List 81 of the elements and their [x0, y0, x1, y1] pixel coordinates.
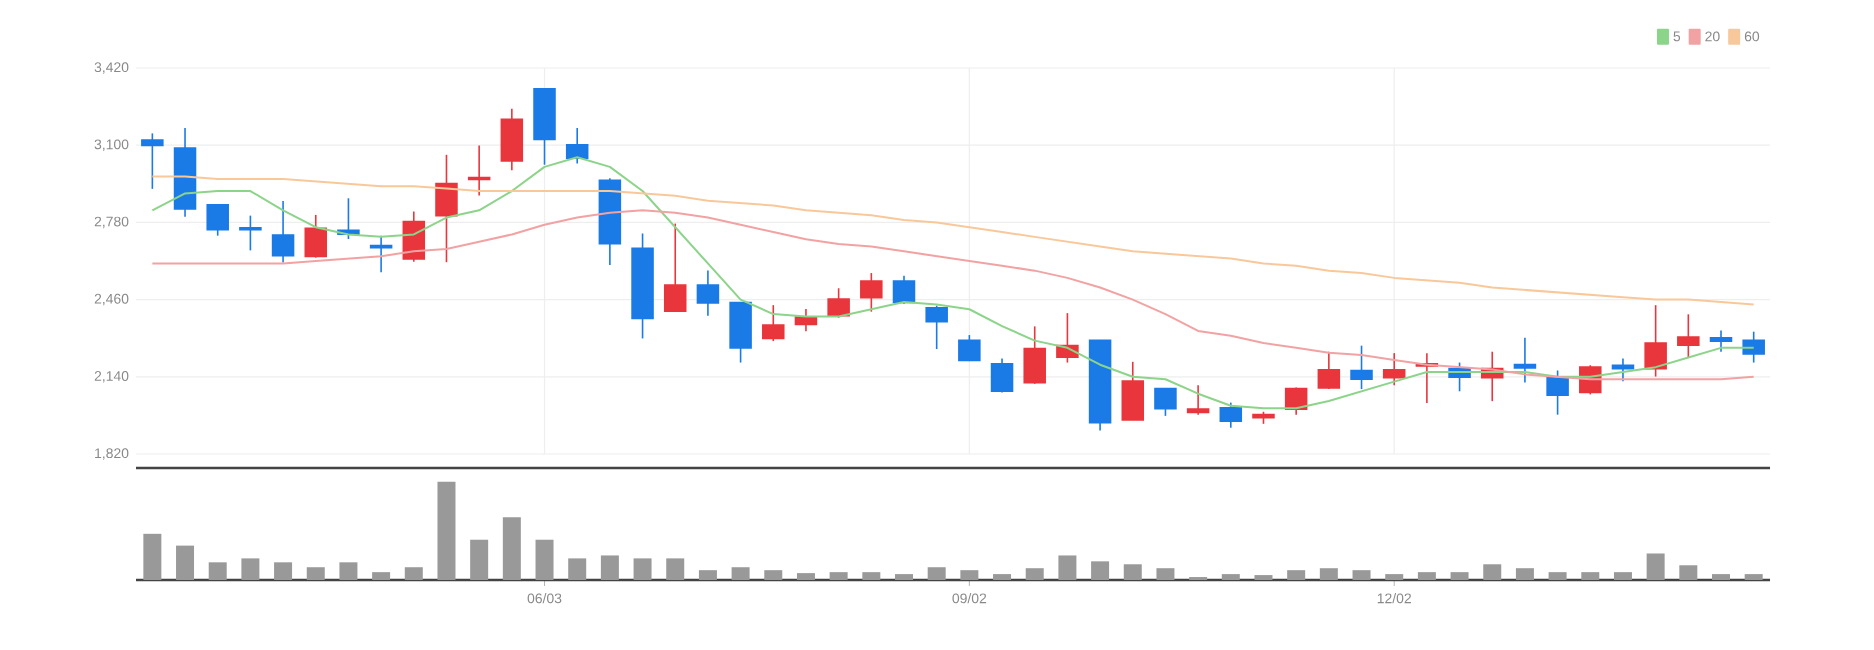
candlestick: [925, 304, 948, 350]
candlestick: [206, 203, 229, 237]
candlestick: [958, 334, 981, 362]
candlestick: [239, 214, 262, 252]
candlestick: [729, 301, 752, 364]
bar: [1613, 572, 1632, 580]
candlestick: [1644, 304, 1667, 378]
candlestick: [141, 132, 164, 190]
bar: [666, 558, 685, 580]
candlestick: [1023, 325, 1046, 385]
bar: [535, 539, 554, 580]
candlestick: [1513, 336, 1537, 384]
bar: [339, 562, 358, 580]
candlestick: [1742, 330, 1765, 364]
candlestick: [1186, 384, 1210, 416]
candlestick: [1382, 352, 1406, 387]
bar: [1712, 574, 1731, 580]
bar: [829, 572, 848, 580]
candlestick: [1154, 387, 1177, 417]
candlestick: [663, 222, 687, 312]
bar: [764, 570, 783, 580]
bar: [1515, 568, 1534, 580]
bar: [927, 567, 946, 580]
candlestick: [304, 214, 328, 259]
bar: [1156, 568, 1175, 580]
candlestick: [435, 154, 458, 263]
bar: [306, 567, 325, 580]
candlestick: [696, 269, 720, 317]
candlestick: [1677, 313, 1700, 359]
bar: [1091, 561, 1110, 580]
candlestick: [892, 274, 916, 305]
bar: [176, 545, 195, 580]
bar: [1483, 564, 1502, 580]
bar: [143, 533, 162, 580]
bar: [633, 558, 652, 580]
bar: [470, 539, 489, 580]
bar: [1058, 555, 1077, 580]
bar: [1450, 572, 1469, 580]
candlestick: [565, 127, 589, 165]
bar: [731, 567, 750, 580]
bar: [502, 517, 521, 580]
bar: [1352, 570, 1371, 580]
bar: [1385, 574, 1404, 580]
bar: [1025, 568, 1044, 580]
bar: [1679, 565, 1698, 580]
candlestick: [1546, 369, 1569, 416]
bar: [600, 555, 619, 580]
bar: [862, 572, 881, 580]
candlestick: [762, 304, 785, 342]
bar: [895, 574, 913, 580]
candlestick: [1611, 357, 1635, 382]
candlestick: [1121, 361, 1145, 421]
candlestick: [500, 107, 524, 172]
candlestick: [990, 357, 1014, 394]
bar: [241, 558, 260, 580]
bar: [1548, 572, 1567, 580]
bar: [1581, 572, 1600, 580]
bar: [796, 573, 815, 580]
candlestick: [1219, 401, 1243, 429]
bar: [993, 574, 1012, 580]
bar: [568, 558, 587, 580]
candlestick: [827, 287, 850, 319]
candlestick: [1350, 344, 1373, 390]
candlestick: [271, 200, 295, 264]
bar: [208, 562, 227, 580]
bar: [1319, 568, 1338, 580]
bar: [437, 481, 456, 580]
bar: [1221, 574, 1240, 580]
bar: [960, 570, 979, 580]
candlestick: [1709, 329, 1733, 353]
bar: [1744, 574, 1763, 580]
candlestick: [860, 272, 883, 313]
bar: [1123, 564, 1142, 580]
bar: [1646, 553, 1665, 580]
candlestick: [369, 234, 393, 274]
bar: [1287, 570, 1306, 580]
bar: [404, 567, 423, 580]
bar: [698, 570, 717, 580]
bar: [372, 572, 391, 580]
bar: [274, 562, 293, 580]
bar: [1417, 572, 1436, 580]
